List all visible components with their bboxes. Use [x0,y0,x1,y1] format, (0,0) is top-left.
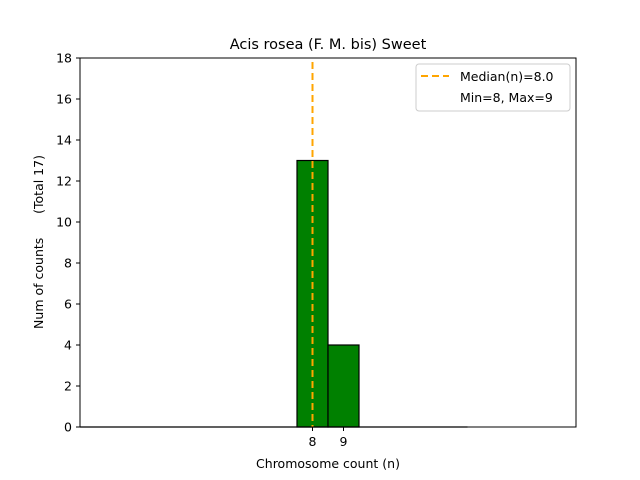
y-tick-label: 4 [64,338,72,353]
x-tick-label: 8 [309,434,317,449]
y-tick-label: 12 [56,174,72,189]
y-tick-label: 2 [64,379,72,394]
plot-frame [79,57,577,428]
y-tick-label: 10 [56,215,72,230]
y-tick-label: 14 [56,133,72,148]
x-tick-label: 9 [340,434,348,449]
bar-2 [327,344,360,428]
y-axis-label: Num of counts (Total 17) [31,155,46,329]
x-axis-label: Chromosome count (n) [256,456,400,471]
y-axis-ticks: 0 2 4 6 8 10 12 14 16 18 [56,51,80,435]
legend-box [415,63,571,112]
bars-group [296,159,360,428]
legend-minmax-label: Min=8, Max=9 [460,90,553,105]
y-tick-label: 16 [56,92,72,107]
y-tick-label: 6 [64,297,72,312]
legend: Median(n)=8.0 Min=8, Max=9 [415,63,571,112]
legend-median-label: Median(n)=8.0 [460,69,554,84]
y-tick-label: 0 [64,420,72,435]
y-tick-label: 18 [56,51,72,66]
y-tick-label: 8 [64,256,72,271]
chart-title: Acis rosea (F. M. bis) Sweet [230,37,427,53]
